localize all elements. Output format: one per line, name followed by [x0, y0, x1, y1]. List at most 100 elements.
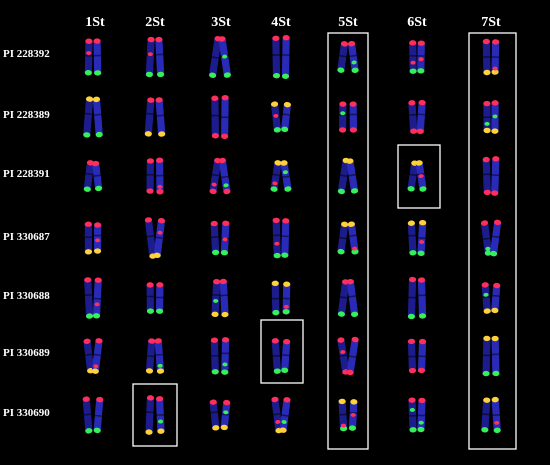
probe-signal [482, 156, 490, 163]
chromosome-r3-c7-a [482, 156, 491, 196]
probe-signal [146, 282, 154, 288]
probe-signal [222, 362, 228, 367]
probe-signal [419, 219, 427, 226]
chromosome-r7-c3-a [209, 399, 220, 431]
chromosome-r4-c3-b [220, 220, 230, 256]
probe-signal [338, 398, 346, 405]
chromosome-r7-c2-b [155, 396, 165, 434]
chromosome-r5-c3-b [219, 278, 229, 318]
probe-signal [418, 420, 424, 425]
chromosome-r6-c3-b [221, 337, 230, 375]
probe-signal [156, 282, 164, 288]
probe-signal [211, 182, 217, 187]
chromosome-r2-c3-a [211, 95, 220, 139]
probe-signal [283, 338, 291, 345]
probe-signal [273, 368, 281, 374]
chromosome-r7-c7-a [481, 397, 491, 433]
probe-signal [492, 114, 498, 119]
probe-signal [156, 368, 165, 374]
probe-signal [147, 97, 155, 103]
chromosome-r3-c2-a [146, 158, 155, 194]
probe-signal [407, 220, 415, 226]
probe-signal [83, 132, 91, 138]
probe-signal [350, 399, 358, 405]
probe-signal [270, 186, 278, 192]
chromosome-r3-c7-b [491, 156, 500, 196]
probe-signal [157, 419, 164, 424]
probe-signal [83, 186, 91, 192]
probe-signal [408, 397, 416, 403]
probe-signal [419, 240, 425, 244]
chromosome-r6-c1-b [91, 338, 103, 374]
probe-signal [223, 72, 231, 78]
probe-signal [485, 246, 491, 251]
probe-signal [223, 399, 231, 406]
chromosome-r2-c7-a [482, 100, 491, 134]
probe-signal [146, 395, 155, 401]
probe-signal [272, 35, 280, 41]
probe-signal [418, 397, 426, 404]
probe-signal [419, 186, 427, 192]
probe-signal [347, 40, 356, 47]
probe-signal [492, 156, 500, 162]
chromosome-r3-c4-b [280, 160, 292, 192]
probe-signal [482, 38, 490, 45]
chromosome-r3-c4-a [270, 160, 282, 192]
chromosome-r6-c2-a [145, 338, 156, 374]
chromosome-r4-c1-a [84, 221, 93, 255]
probe-signal [271, 396, 279, 403]
probe-signal [340, 425, 348, 432]
probe-signal [337, 337, 345, 343]
probe-signal [284, 186, 292, 192]
chromosome-grid [82, 35, 502, 435]
probe-signal [155, 157, 164, 163]
probe-signal [417, 40, 425, 46]
probe-signal [84, 70, 92, 76]
probe-signal [153, 252, 161, 259]
probe-signal [483, 335, 491, 342]
probe-signal [85, 38, 93, 44]
probe-signal [272, 309, 280, 316]
probe-signal [409, 40, 417, 46]
probe-signal [157, 363, 163, 368]
probe-signal [418, 57, 424, 62]
probe-signal [348, 425, 357, 431]
probe-signal [491, 128, 499, 134]
probe-signal [146, 158, 154, 164]
probe-signal [211, 369, 219, 375]
probe-signal [417, 426, 425, 433]
chromosome-r7-c5-b [348, 399, 358, 431]
column-label-3st: 3St [211, 15, 231, 30]
probe-signal [351, 67, 359, 74]
probe-signal [213, 278, 221, 285]
probe-signal [212, 425, 220, 431]
probe-signal [346, 158, 354, 164]
chromosome-r1-c5-b [347, 40, 359, 74]
chromosome-r1-c2-b [155, 36, 165, 78]
probe-signal [85, 96, 94, 102]
probe-signal [281, 126, 289, 133]
probe-signal [157, 217, 166, 224]
chromosome-r6-c6-b [417, 338, 427, 374]
chromosome-r5-c2-a [146, 282, 155, 314]
probe-signal [94, 277, 102, 283]
chromosome-r6-c2-b [154, 338, 165, 374]
probe-signal [351, 336, 359, 343]
probe-signal [93, 364, 99, 369]
probe-signal [340, 111, 346, 116]
highlight-box-6st-pi-228391 [397, 144, 441, 209]
probe-signal [281, 420, 287, 424]
probe-signal [410, 60, 416, 65]
probe-signal [408, 100, 416, 106]
probe-signal [350, 412, 356, 417]
probe-signal [212, 249, 220, 256]
chromosome-r5-c4-a [271, 280, 280, 316]
probe-signal [409, 250, 417, 256]
chromosome-r3-c5-b [346, 158, 359, 194]
row-label-pi-330689: PI 330689 [3, 347, 50, 359]
probe-signal [218, 36, 226, 42]
probe-signal [494, 219, 502, 226]
row-label-pi-228391: PI 228391 [3, 168, 50, 180]
probe-signal [492, 370, 500, 377]
probe-signal [481, 427, 489, 433]
